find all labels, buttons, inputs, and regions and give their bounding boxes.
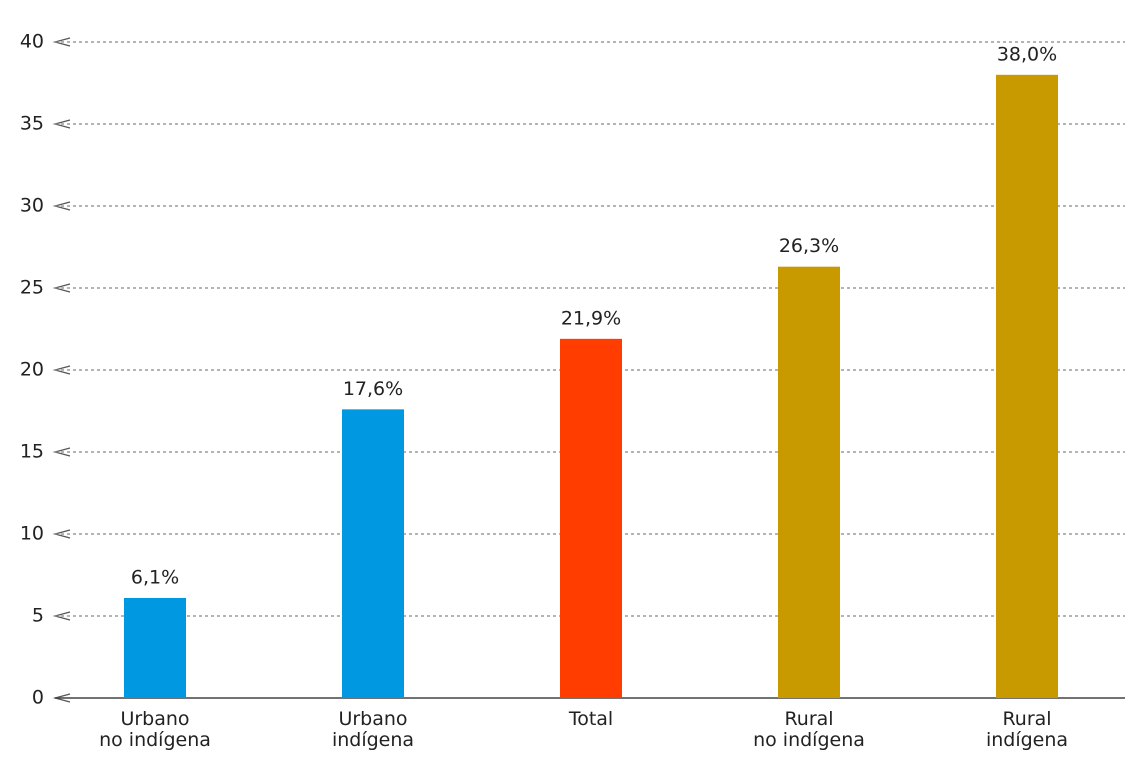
x-tick-label: Urbano no indígena — [99, 708, 211, 751]
x-tick-label: Urbano indígena — [331, 708, 415, 751]
value-label: 26,3% — [779, 235, 839, 257]
x-tick-label: Total — [568, 708, 614, 730]
value-label: 38,0% — [997, 43, 1057, 65]
y-tick-label: 0 — [32, 687, 44, 709]
x-tick-label: Rural indígena — [985, 708, 1069, 751]
value-label: 17,6% — [343, 378, 403, 400]
bar — [342, 409, 404, 698]
y-tick-label: 25 — [20, 277, 44, 299]
bar — [778, 266, 840, 698]
bar — [996, 74, 1058, 699]
x-tick-label: Rural no indígena — [753, 708, 865, 751]
y-tick-label: 35 — [20, 113, 44, 135]
y-tick-label: 20 — [20, 359, 44, 381]
y-tick-label: 10 — [20, 523, 44, 545]
bar — [124, 597, 186, 698]
value-label: 6,1% — [131, 566, 179, 588]
bar — [560, 338, 622, 698]
y-tick-label: 15 — [20, 441, 44, 463]
y-tick-label: 5 — [32, 605, 44, 627]
value-label: 21,9% — [561, 307, 621, 329]
y-tick-label: 30 — [20, 195, 44, 217]
y-tick-label: 40 — [20, 31, 44, 53]
